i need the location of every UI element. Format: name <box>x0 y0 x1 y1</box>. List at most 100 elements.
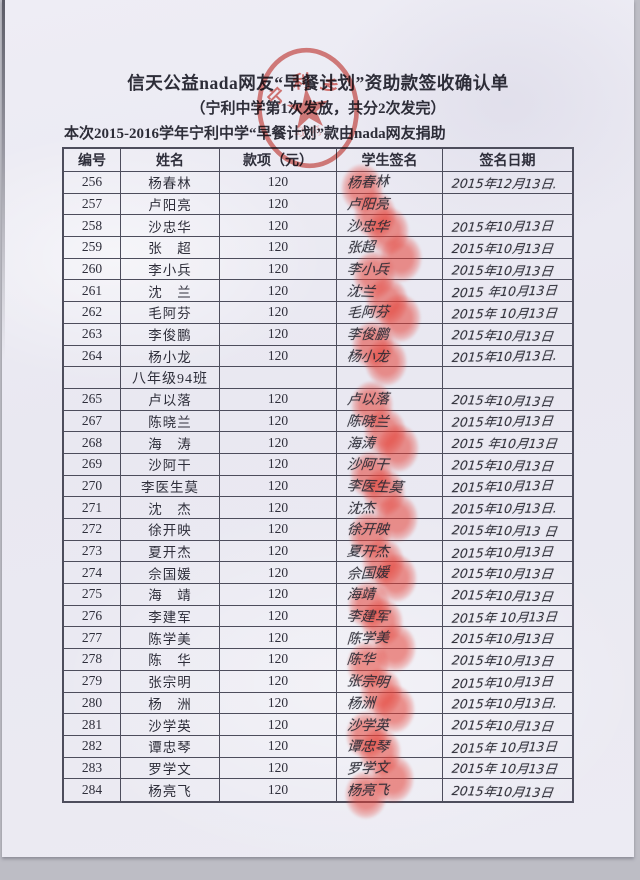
student-number-cell: 262 <box>64 302 121 324</box>
student-name-cell: 陈学美 <box>121 627 220 650</box>
table-row: 281 沙学英 120 沙学英 2015年10月13日 <box>64 711 572 760</box>
section-signature-cell <box>337 367 443 389</box>
signature-date-cell: 2015年10月13日 <box>443 779 572 801</box>
handwritten-date: 2015年10月13日. <box>451 695 558 712</box>
signature-date-cell: 2015年10月13日 <box>443 389 572 411</box>
signature-cell: 卢以落 <box>337 380 443 429</box>
signature-date-cell: 2015年 10月13日 <box>443 606 572 628</box>
handwritten-signature: 张超 <box>346 239 376 257</box>
student-name-cell: 卢以落 <box>121 388 220 411</box>
signature-date-cell: 2015年10月13日. <box>443 346 572 368</box>
handwritten-date: 2015年10月13日 <box>451 218 554 235</box>
amount-cell: 120 <box>220 410 337 433</box>
signature-date-cell: 2015年10月13日 <box>443 714 572 736</box>
section-date-cell <box>443 367 572 389</box>
amount-cell: 120 <box>220 519 337 541</box>
signature-cell: 陈晓兰 <box>337 407 443 456</box>
signature-cell: 李俊鹏 <box>337 320 443 369</box>
signature-date-cell: 2015 年10月13日 <box>443 432 572 454</box>
amount-cell: 120 <box>220 735 337 758</box>
handwritten-signature: 杨小龙 <box>346 348 390 366</box>
student-name-cell: 沈 兰 <box>121 280 220 303</box>
student-number-cell: 273 <box>64 540 121 563</box>
amount-cell: 120 <box>220 345 337 368</box>
amount-cell: 120 <box>220 280 337 303</box>
amount-cell: 120 <box>220 714 337 736</box>
signature-cell: 杨春林 <box>337 164 443 212</box>
document-title: 信天公益nada网友“早餐计划”资助款签收确认单 <box>127 73 509 93</box>
amount-cell: 120 <box>220 237 337 259</box>
signature-cell: 毛阿芬 <box>337 294 443 343</box>
student-name-cell: 杨亮飞 <box>121 779 220 801</box>
table-row: 269 沙阿干 120 沙阿干 2015年10月13日 <box>64 450 572 499</box>
signature-date-cell: 2015年10月13日. <box>443 693 572 715</box>
student-number-cell: 274 <box>64 562 121 585</box>
handwritten-signature: 杨亮飞 <box>346 782 390 800</box>
student-number-cell: 280 <box>64 692 121 715</box>
section-number-cell <box>64 367 121 389</box>
student-number-cell: 279 <box>64 670 121 693</box>
student-name-cell: 杨 洲 <box>121 692 220 715</box>
student-name-cell: 张 超 <box>121 237 220 259</box>
handwritten-signature: 毛阿芬 <box>346 304 390 322</box>
student-number-cell: 257 <box>64 193 121 216</box>
student-name-cell: 杨春林 <box>121 172 220 194</box>
handwritten-date: 2015年12月13日. <box>451 175 558 192</box>
student-name-cell: 李小兵 <box>121 258 220 281</box>
signature-date-cell: 2015年10月13日. <box>443 497 572 519</box>
signature-date-cell: 2015年 10月13日 <box>443 758 572 780</box>
student-name-cell: 陈 华 <box>121 649 220 671</box>
handwritten-signature: 海涛 <box>346 434 376 452</box>
signature-cell: 沙忠华 <box>337 207 443 256</box>
signature-cell: 杨小龙 <box>337 337 443 386</box>
handwritten-date: 2015年10月13日. <box>451 348 558 366</box>
svg-text:政府: 政府 <box>292 120 328 142</box>
student-name-cell: 李建军 <box>121 605 220 628</box>
signature-cell: 张超 <box>337 234 443 283</box>
amount-cell: 120 <box>220 258 337 281</box>
signature-date-cell <box>443 194 572 216</box>
handwritten-date: 2015年10月13日 <box>450 782 554 800</box>
header-name: 姓名 <box>121 149 220 172</box>
table-row: 282 谭忠琴 120 谭忠琴 2015年 10月13日 <box>64 727 572 776</box>
signature-cell: 李建军 <box>337 597 443 646</box>
signature-cell: 李小兵 <box>337 250 443 299</box>
amount-cell: 120 <box>220 562 337 585</box>
handwritten-date: 2015年10月13日 <box>451 543 554 561</box>
handwritten-signature: 佘国媛 <box>346 564 390 583</box>
handwritten-signature: 沈兰 <box>345 283 376 301</box>
student-name-cell: 李俊鹏 <box>121 323 220 346</box>
handwritten-date: 2015年10月13日 <box>450 586 554 605</box>
table-row: 267 陈晓兰 120 陈晓兰 2015年10月13日 <box>64 407 572 456</box>
handwritten-signature: 沙阿干 <box>346 457 390 474</box>
handwritten-date: 2015年10月13日 <box>450 717 554 734</box>
table-body: 256 杨春林 120 杨春林 2015年12月13日. 257 卢阳亮 120 卢阳亮 258 沙… <box>64 164 572 820</box>
paper-edge-shadow <box>2 0 5 360</box>
student-name-cell: 徐开映 <box>121 519 220 541</box>
student-name-cell: 杨小龙 <box>121 345 220 368</box>
handwritten-signature: 李俊鹏 <box>346 327 390 344</box>
student-number-cell: 283 <box>64 757 121 780</box>
amount-cell: 120 <box>220 432 337 454</box>
signature-cell: 陈华 <box>337 641 443 690</box>
signature-date-cell: 2015年10月13日 <box>443 259 572 281</box>
student-number-cell: 261 <box>64 280 121 303</box>
handwritten-signature: 卢以落 <box>346 391 390 409</box>
table-row: 263 李俊鹏 120 李俊鹏 2015年10月13日 <box>64 320 572 369</box>
signature-date-cell: 2015年10月13日 <box>443 627 572 650</box>
table-row: 264 杨小龙 120 杨小龙 2015年10月13日. <box>64 337 572 386</box>
handwritten-signature: 陈学美 <box>346 629 390 648</box>
signature-cell: 陈学美 <box>337 624 443 673</box>
amount-cell: 120 <box>220 388 337 411</box>
amount-cell: 120 <box>220 215 337 238</box>
handwritten-date: 2015 年10月13日 <box>451 436 558 452</box>
student-name-cell: 罗学文 <box>121 757 220 780</box>
signature-cell: 夏开杰 <box>337 537 443 586</box>
table-row: 259 张 超 120 张超 2015年10月13日 <box>64 234 572 283</box>
signature-cell: 杨洲 <box>337 684 443 733</box>
handwritten-signature: 李建军 <box>345 608 390 626</box>
table-row: 257 卢阳亮 120 卢阳亮 <box>64 190 572 239</box>
handwritten-signature: 张宗明 <box>345 673 390 692</box>
signature-cell: 张宗明 <box>337 667 443 716</box>
handwritten-date: 2015 年10月13日 <box>451 282 558 301</box>
